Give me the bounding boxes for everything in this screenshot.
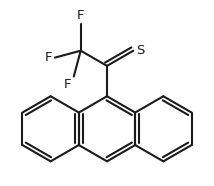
Text: F: F — [45, 51, 53, 64]
Text: F: F — [64, 78, 72, 91]
Text: F: F — [77, 9, 85, 22]
Text: S: S — [136, 44, 144, 57]
